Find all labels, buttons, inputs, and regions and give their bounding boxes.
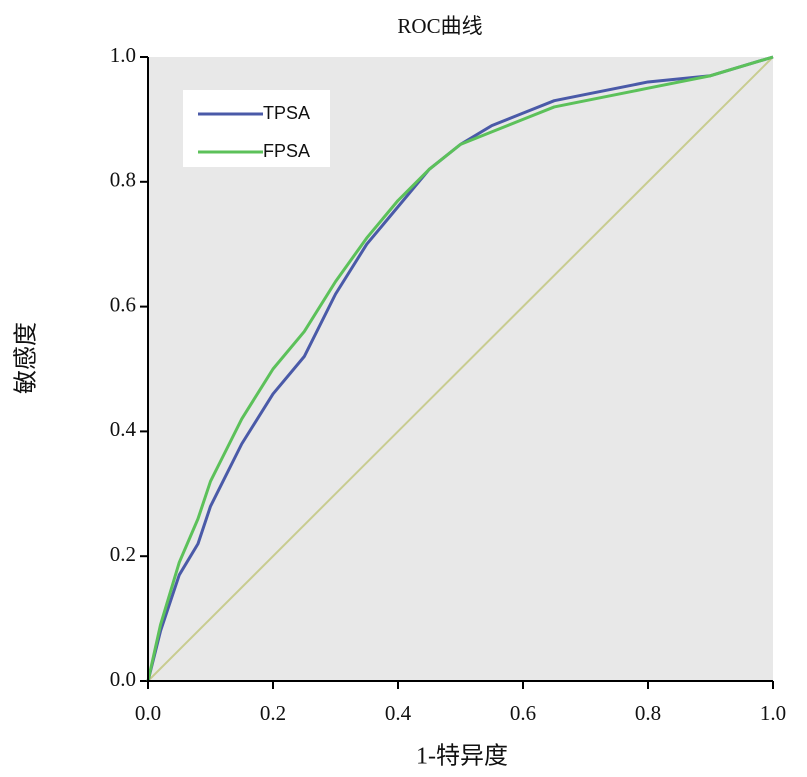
legend-label: TPSA	[263, 103, 310, 123]
x-tick-label: 0.6	[510, 701, 536, 725]
legend-label: FPSA	[263, 141, 310, 161]
y-tick-label: 0.2	[110, 542, 136, 566]
chart-title: ROC曲线	[397, 14, 482, 38]
x-axis-label: 1-特异度	[416, 743, 508, 770]
y-tick-label: 0.0	[110, 667, 136, 691]
roc-line	[146, 55, 774, 682]
y-axis-label: 敏感度	[13, 322, 40, 394]
reference-line	[147, 56, 774, 682]
x-tick-label: 0.2	[260, 701, 286, 725]
x-tick-label: 0.0	[135, 701, 161, 725]
legend-box	[183, 90, 330, 167]
x-tick-label: 0.4	[385, 701, 412, 725]
x-tick-label: 1.0	[760, 701, 786, 725]
y-tick-label: 0.6	[110, 292, 136, 316]
roc-line	[146, 55, 774, 682]
y-tick-label: 0.4	[110, 417, 137, 441]
legend: TPSA FPSA	[183, 90, 330, 167]
x-tick-label: 0.8	[635, 701, 661, 725]
y-tick-label: 1.0	[110, 43, 136, 67]
y-tick-label: 0.8	[110, 168, 136, 192]
